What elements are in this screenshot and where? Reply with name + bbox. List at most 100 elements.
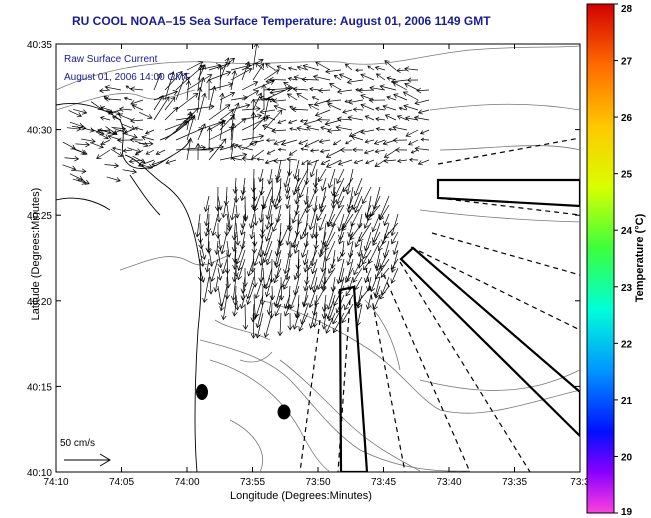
current-vector <box>302 249 309 266</box>
current-vector <box>357 87 375 94</box>
current-vector <box>367 65 375 71</box>
current-vector <box>116 137 133 143</box>
current-vector <box>392 137 408 143</box>
current-vector <box>302 64 320 71</box>
current-vector <box>362 249 372 265</box>
current-vector <box>374 148 386 154</box>
current-vector <box>246 285 255 305</box>
current-vector <box>254 294 264 318</box>
current-vector <box>374 285 381 299</box>
current-vector <box>175 76 191 91</box>
current-vector <box>298 177 309 199</box>
colorbar-tick-label: 23 <box>621 283 633 294</box>
current-vector <box>292 86 309 92</box>
current-vector <box>194 213 201 238</box>
current-vector <box>164 71 175 101</box>
current-vector <box>417 109 430 115</box>
current-vector <box>298 312 309 332</box>
current-vector <box>202 276 210 303</box>
current-vector <box>274 195 282 210</box>
current-vector <box>283 276 291 290</box>
current-vector <box>256 157 265 162</box>
current-vector <box>252 177 258 202</box>
current-vector <box>302 294 309 307</box>
current-vector <box>241 156 254 162</box>
current-vector <box>402 91 419 101</box>
current-vector <box>350 134 364 141</box>
x-tick-label: 74:00 <box>174 477 199 488</box>
current-vector <box>252 63 265 81</box>
current-vector <box>414 146 430 152</box>
x-tick-label: 74:05 <box>109 477 134 488</box>
current-vector <box>332 139 342 146</box>
current-vector <box>199 267 206 283</box>
current-vector <box>265 204 273 230</box>
current-vector <box>223 186 230 206</box>
current-vectors <box>62 44 430 339</box>
current-vector <box>301 240 309 258</box>
current-vector <box>356 294 363 309</box>
current-vector <box>106 110 121 116</box>
current-vector <box>352 107 364 112</box>
current-vector <box>220 231 228 255</box>
current-vector <box>384 114 397 121</box>
current-vector <box>164 96 176 111</box>
current-vector <box>203 195 210 212</box>
current-vector <box>266 149 276 155</box>
current-vector <box>216 204 222 223</box>
current-vector <box>186 74 213 91</box>
current-vector <box>273 104 287 111</box>
current-vector <box>233 186 240 203</box>
current-vector <box>199 249 205 268</box>
current-vector <box>339 240 346 258</box>
current-vector <box>373 139 386 146</box>
current-vector <box>240 276 246 294</box>
current-vector <box>335 186 345 205</box>
current-vector <box>347 195 354 210</box>
current-vector <box>122 168 138 175</box>
x-tick-label: 73:3 <box>570 477 590 488</box>
current-vector <box>406 77 419 83</box>
current-vector <box>275 168 282 184</box>
current-vector <box>103 95 111 101</box>
current-vector <box>365 159 375 165</box>
current-vector <box>379 84 397 91</box>
current-vector <box>232 177 238 194</box>
current-vector <box>419 129 430 135</box>
current-vector <box>208 267 214 295</box>
current-vector <box>254 62 265 71</box>
y-tick-label: 40:15 <box>27 382 52 393</box>
current-vector <box>314 109 331 117</box>
current-vector <box>363 149 375 155</box>
current-vector <box>129 137 144 143</box>
current-vector <box>274 231 282 257</box>
current-vector <box>394 147 408 153</box>
current-vector <box>261 267 267 289</box>
current-vector <box>280 139 298 147</box>
current-vector <box>197 86 203 111</box>
current-vector <box>375 258 381 272</box>
current-vector <box>344 294 354 311</box>
current-vector <box>372 231 381 246</box>
current-vector <box>326 128 342 134</box>
current-vector <box>272 186 282 208</box>
current-vector <box>409 157 419 162</box>
radar-sector-lines <box>299 137 580 472</box>
current-vector <box>129 86 144 92</box>
current-vector <box>361 186 372 205</box>
current-vector <box>382 104 397 111</box>
current-vector <box>283 168 291 188</box>
current-vector <box>332 312 345 334</box>
current-vector <box>269 89 287 95</box>
colorbar-tick-label: 22 <box>621 339 633 350</box>
current-vector <box>324 231 336 251</box>
current-vector <box>62 164 77 171</box>
current-vector <box>392 125 408 131</box>
colorbar-tick-label: 26 <box>621 113 633 124</box>
current-vector <box>325 149 342 158</box>
current-vector <box>308 103 320 111</box>
current-vector <box>275 294 282 309</box>
current-vector <box>357 213 363 229</box>
current-vector <box>277 147 287 152</box>
current-vector <box>252 44 259 71</box>
